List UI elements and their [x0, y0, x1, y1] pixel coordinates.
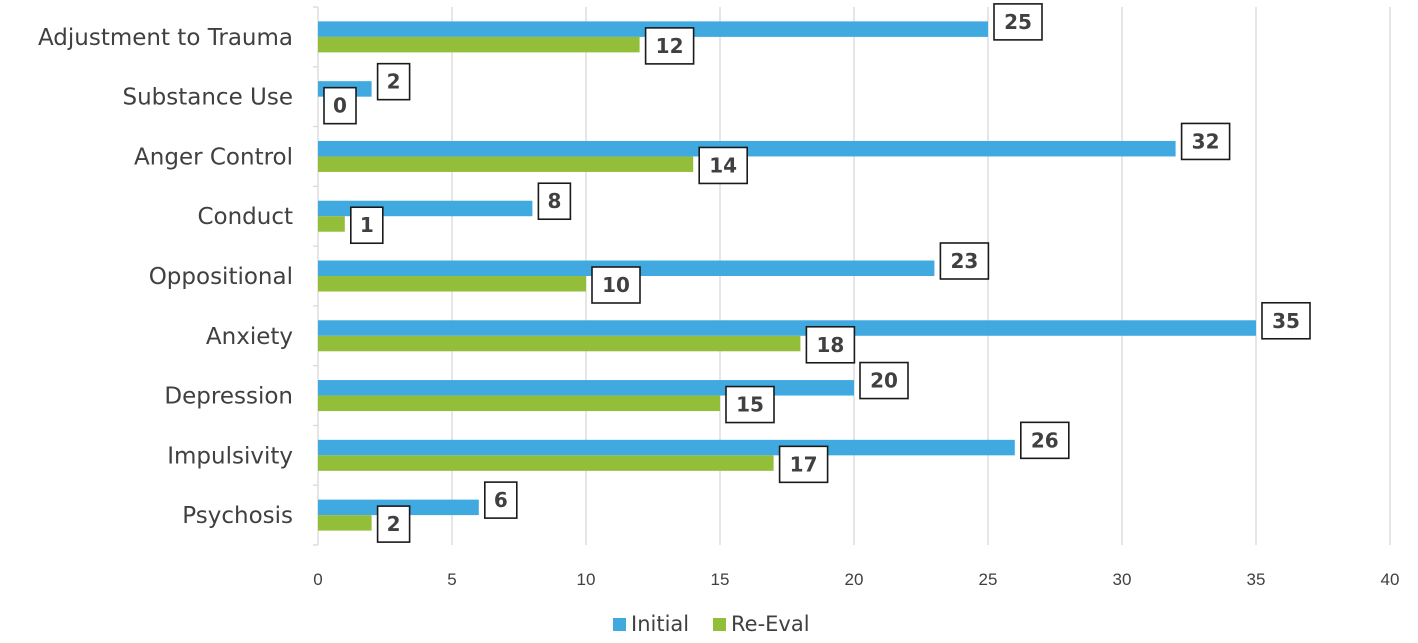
category-label-anxiety: Anxiety	[206, 324, 293, 350]
x-tick-label: 20	[845, 570, 864, 589]
data-label-value: 8	[547, 189, 561, 213]
data-label-value: 15	[736, 393, 764, 417]
category-label-oppositional: Oppositional	[149, 264, 293, 290]
data-label-value: 23	[950, 249, 978, 273]
data-label-box	[778, 445, 829, 484]
data-label-value: 25	[1004, 10, 1032, 34]
x-tick-label: 5	[447, 570, 456, 589]
x-tick-label: 25	[979, 570, 998, 589]
bar-re-eval-impulsivity	[318, 455, 774, 471]
category-axis	[313, 6, 319, 546]
legend-label-re-eval: Re-Eval	[731, 612, 810, 636]
data-label-initial-anger-control: 32	[1180, 122, 1231, 161]
tick-labels: 0 5 10 15 20 25 30 35 40	[313, 570, 1399, 589]
data-label-box	[537, 182, 572, 221]
x-tick-label: 0	[313, 570, 322, 589]
data-label-re-eval-anger-control: 14	[698, 146, 749, 185]
data-label-initial-impulsivity: 26	[1019, 421, 1070, 460]
x-tick-label: 30	[1113, 570, 1132, 589]
bar-re-eval-anxiety	[318, 335, 801, 352]
data-label-box	[376, 505, 411, 543]
x-tick-label: 10	[577, 570, 596, 589]
category-label-anger-control: Anger Control	[134, 144, 293, 170]
data-label-value: 35	[1272, 309, 1300, 333]
category-label-impulsivity: Impulsivity	[167, 443, 293, 469]
bar-re-eval-conduct	[318, 216, 345, 232]
data-label-value: 14	[709, 153, 737, 177]
data-label-box	[591, 266, 641, 304]
legend-swatch-initial	[613, 618, 626, 631]
data-label-initial-anxiety: 35	[1261, 301, 1311, 340]
data-label-re-eval-oppositional: 10	[591, 266, 641, 304]
data-label-initial-oppositional: 23	[939, 242, 990, 280]
data-label-value: 32	[1192, 129, 1220, 153]
category-label-conduct: Conduct	[197, 204, 293, 230]
data-label-value: 18	[816, 333, 844, 357]
legend-swatch-re-eval	[713, 618, 726, 631]
data-label-value: 0	[333, 94, 347, 118]
category-label-depression: Depression	[164, 384, 293, 410]
data-label-value: 12	[656, 34, 684, 58]
data-label-box	[323, 86, 357, 125]
category-labels: Adjustment to Trauma Substance Use Anger C…	[38, 25, 293, 529]
data-label-re-eval-substance-use: 0	[323, 86, 357, 125]
data-label-value: 26	[1031, 428, 1059, 452]
data-label-initial-depression: 20	[859, 361, 909, 400]
x-tick-label: 40	[1381, 570, 1400, 589]
bar-re-eval-oppositional	[318, 276, 586, 292]
data-label-re-eval-psychosis: 2	[376, 505, 411, 543]
x-tick-label: 15	[711, 570, 730, 589]
data-label-box	[483, 481, 518, 519]
bar-re-eval-depression	[318, 395, 720, 412]
data-label-box	[859, 361, 909, 400]
data-label-re-eval-impulsivity: 17	[778, 445, 829, 484]
legend-label-initial: Initial	[631, 612, 689, 636]
category-label-adjustment-to-trauma: Adjustment to Trauma	[38, 25, 293, 51]
data-label-re-eval-depression: 15	[725, 385, 775, 424]
data-label-value: 20	[870, 369, 898, 393]
data-label-box	[725, 385, 775, 424]
bar-initial-anxiety	[318, 320, 1256, 336]
category-label-psychosis: Psychosis	[182, 503, 293, 529]
bars	[318, 21, 1256, 531]
bar-initial-impulsivity	[318, 439, 1015, 456]
data-label-value: 2	[387, 512, 401, 536]
data-label-box	[1261, 301, 1311, 340]
data-label-box	[1019, 421, 1070, 460]
bar-re-eval-anger-control	[318, 156, 694, 172]
data-label-box	[805, 325, 856, 364]
category-label-substance-use: Substance Use	[122, 85, 293, 111]
data-label-box	[939, 242, 990, 280]
data-label-value: 2	[387, 70, 401, 94]
data-label-initial-conduct: 8	[537, 182, 572, 221]
data-label-value: 1	[360, 213, 374, 237]
data-label-initial-substance-use: 2	[376, 62, 411, 101]
bar-initial-depression	[318, 380, 854, 396]
data-label-box	[644, 27, 695, 65]
data-label-value: 6	[494, 488, 508, 512]
data-label-box	[1180, 122, 1231, 161]
bar-re-eval-psychosis	[318, 515, 372, 531]
data-label-value: 17	[790, 452, 818, 476]
x-tick-label: 35	[1247, 570, 1266, 589]
legend: Initial Re-Eval	[613, 612, 810, 636]
data-label-box	[993, 3, 1043, 41]
bar-re-eval-adjustment-to-trauma	[318, 36, 640, 53]
data-label-initial-psychosis: 6	[483, 481, 518, 519]
data-label-box	[698, 146, 749, 185]
data-label-value: 10	[602, 273, 630, 297]
data-label-initial-adjustment-to-trauma: 25	[993, 3, 1043, 41]
data-label-re-eval-anxiety: 18	[805, 325, 856, 364]
data-label-re-eval-adjustment-to-trauma: 12	[644, 27, 695, 65]
data-label-re-eval-conduct: 1	[349, 206, 384, 245]
data-label-box	[349, 206, 384, 245]
data-label-box	[376, 62, 411, 101]
